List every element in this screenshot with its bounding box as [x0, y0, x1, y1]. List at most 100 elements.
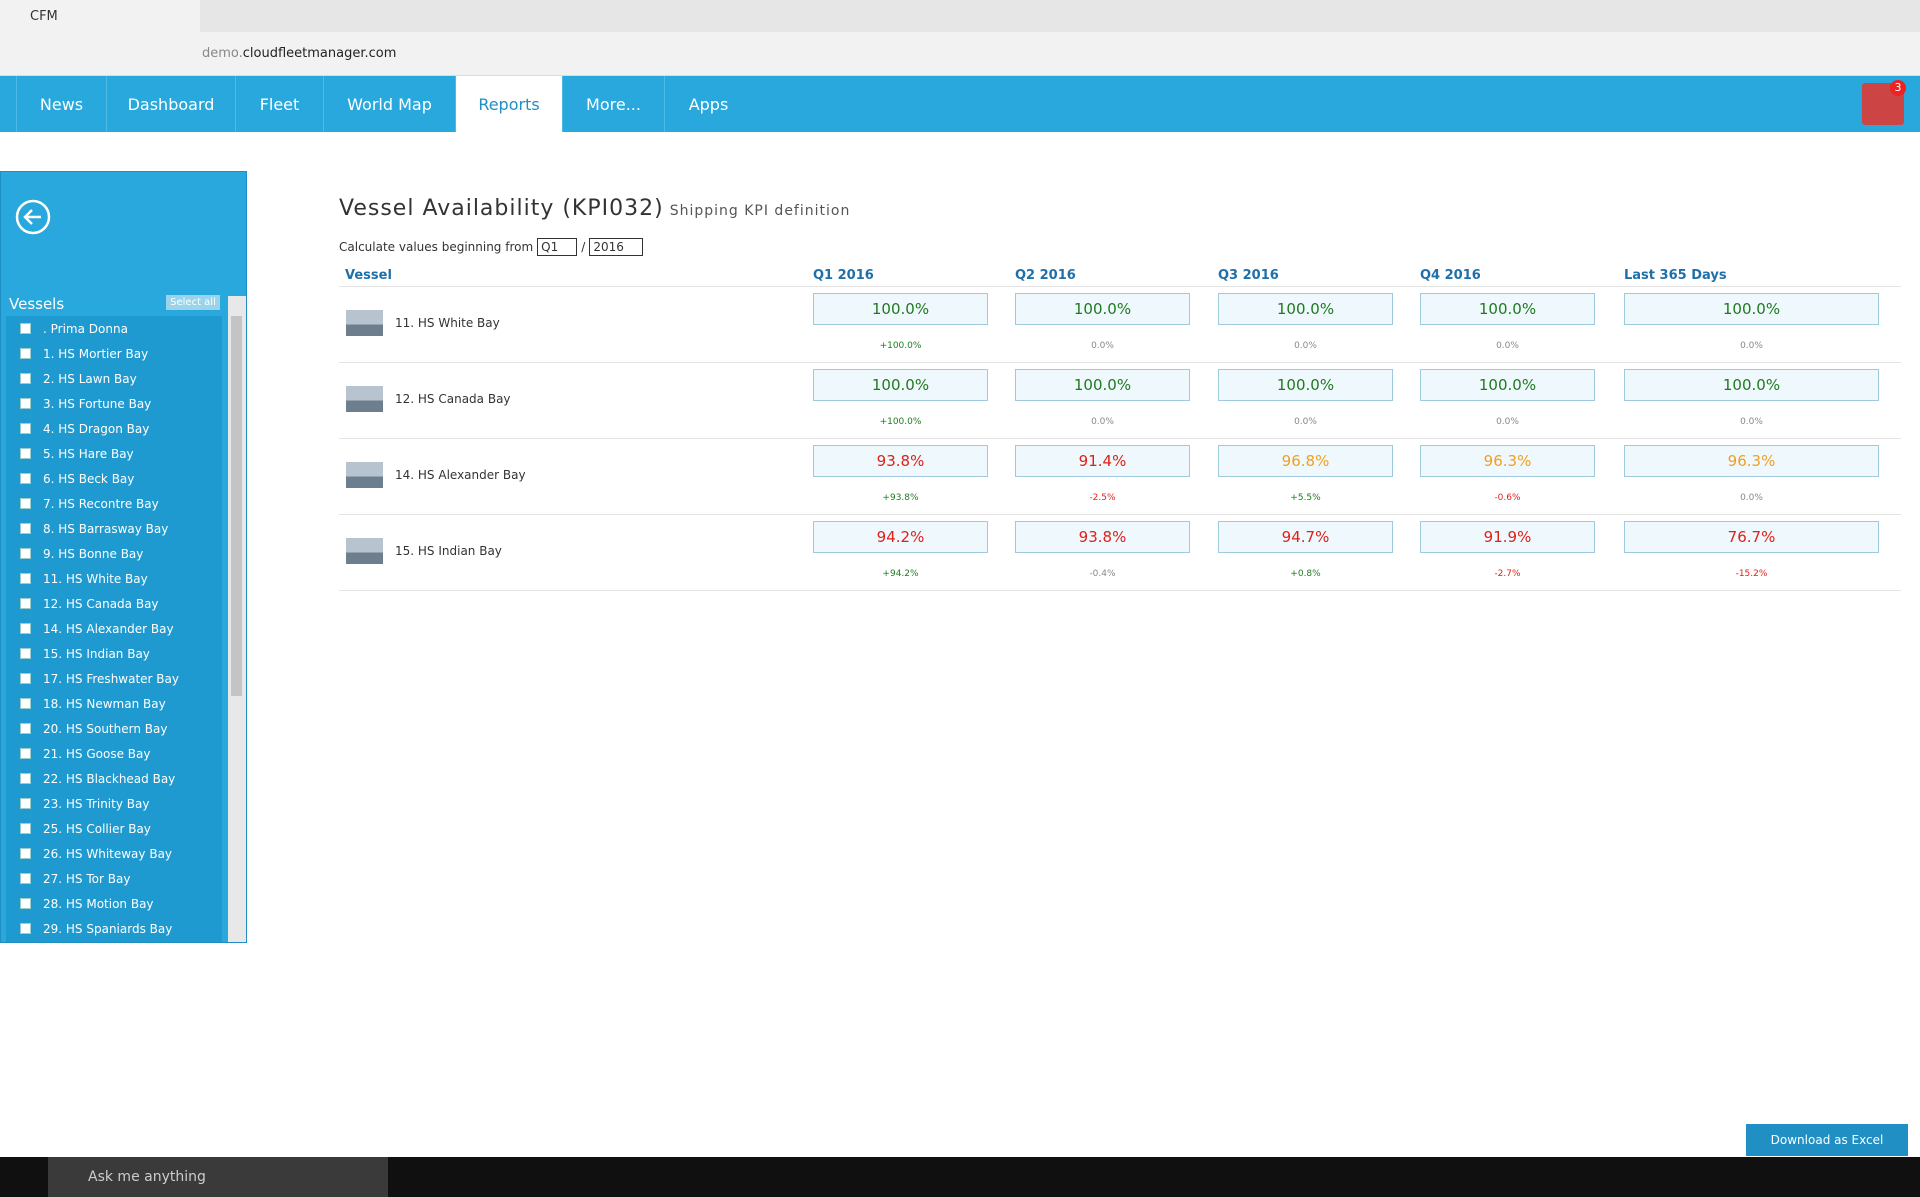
vessel-item[interactable]: 7. HS Recontre Bay — [20, 491, 159, 516]
vessel-item[interactable]: 14. HS Alexander Bay — [20, 616, 174, 641]
vessel-item[interactable]: 22. HS Blackhead Bay — [20, 766, 175, 791]
browser-tab[interactable]: CFM — [0, 0, 200, 32]
checkbox[interactable] — [20, 773, 31, 784]
vessel-name: 23. HS Trinity Bay — [43, 796, 150, 811]
vessel-item[interactable]: 2. HS Lawn Bay — [20, 366, 137, 391]
back-button[interactable] — [14, 198, 52, 236]
kpi-delta: +5.5% — [1290, 493, 1321, 503]
kpi-delta: -0.4% — [1089, 569, 1116, 579]
vessel-name: 3. HS Fortune Bay — [43, 396, 152, 411]
vessel-item[interactable]: 12. HS Canada Bay — [20, 591, 159, 616]
vessel-item[interactable]: 8. HS Barrasway Bay — [20, 516, 168, 541]
kpi-value: 100.0% — [1624, 369, 1879, 401]
vessel-name: 9. HS Bonne Bay — [43, 546, 144, 561]
kpi-value: 91.9% — [1420, 521, 1595, 553]
nav-item[interactable]: World Map — [323, 76, 455, 132]
vessel-item[interactable]: 5. HS Hare Bay — [20, 441, 134, 466]
column-header: Q4 2016 — [1420, 268, 1481, 283]
vessel-item[interactable]: 21. HS Goose Bay — [20, 741, 150, 766]
vessel-item[interactable]: 18. HS Newman Bay — [20, 691, 166, 716]
checkbox[interactable] — [20, 673, 31, 684]
vessel-name: 14. HS Alexander Bay — [43, 621, 174, 636]
nav-item[interactable]: More... — [562, 76, 664, 132]
vessel-item[interactable]: 9. HS Bonne Bay — [20, 541, 143, 566]
vessel-name: 27. HS Tor Bay — [43, 871, 131, 886]
vessel-item[interactable]: 26. HS Whiteway Bay — [20, 841, 172, 866]
kpi-delta: +93.8% — [882, 493, 919, 503]
kpi-value: 100.0% — [813, 369, 988, 401]
checkbox[interactable] — [20, 648, 31, 659]
checkbox[interactable] — [20, 448, 31, 459]
vessel-item[interactable]: 6. HS Beck Bay — [20, 466, 134, 491]
checkbox[interactable] — [20, 623, 31, 634]
vessel-item[interactable]: 25. HS Collier Bay — [20, 816, 151, 841]
checkbox[interactable] — [20, 323, 31, 334]
checkbox[interactable] — [20, 398, 31, 409]
vessel-name: 20. HS Southern Bay — [43, 721, 168, 736]
nav-item[interactable]: Fleet — [235, 76, 323, 132]
kpi-delta: -15.2% — [1735, 569, 1768, 579]
header-rule — [339, 286, 1901, 287]
vessel-thumbnail — [346, 538, 383, 564]
vessel-item[interactable]: 11. HS White Bay — [20, 566, 148, 591]
checkbox[interactable] — [20, 723, 31, 734]
vessel-item[interactable]: 29. HS Spaniards Bay — [20, 916, 172, 941]
url[interactable]: demo.cloudfleetmanager.com — [202, 46, 396, 61]
vessel-item[interactable]: 17. HS Freshwater Bay — [20, 666, 179, 691]
checkbox[interactable] — [20, 748, 31, 759]
vessel-item[interactable]: 3. HS Fortune Bay — [20, 391, 151, 416]
checkbox[interactable] — [20, 848, 31, 859]
kpi-value: 76.7% — [1624, 521, 1879, 553]
checkbox[interactable] — [20, 898, 31, 909]
nav-item[interactable]: Apps — [664, 76, 752, 132]
select-all-button[interactable]: Select all — [166, 295, 220, 310]
checkbox[interactable] — [20, 498, 31, 509]
vessel-item[interactable]: 15. HS Indian Bay — [20, 641, 150, 666]
vessel-item[interactable]: 20. HS Southern Bay — [20, 716, 167, 741]
year-select[interactable]: 2016 — [589, 238, 643, 256]
checkbox[interactable] — [20, 698, 31, 709]
subtitle[interactable]: Shipping KPI definition — [669, 203, 851, 219]
scroll-thumb[interactable] — [231, 316, 242, 696]
vessel-item[interactable]: 1. HS Mortier Bay — [20, 341, 148, 366]
checkbox[interactable] — [20, 423, 31, 434]
checkbox[interactable] — [20, 573, 31, 584]
download-button[interactable]: Download as Excel — [1746, 1124, 1908, 1156]
vessel-thumbnail — [346, 386, 383, 412]
checkbox[interactable] — [20, 548, 31, 559]
vessel-item[interactable]: . Prima Donna — [20, 316, 128, 341]
taskbar-search[interactable]: Ask me anything — [48, 1157, 388, 1197]
checkbox[interactable] — [20, 873, 31, 884]
vessel-name: 21. HS Goose Bay — [43, 746, 151, 761]
vessel-name: 15. HS Indian Bay — [43, 646, 150, 661]
kpi-value: 96.8% — [1218, 445, 1393, 477]
checkbox[interactable] — [20, 923, 31, 934]
vessel-name: 28. HS Motion Bay — [43, 896, 154, 911]
kpi-value: 94.7% — [1218, 521, 1393, 553]
quarter-select[interactable]: Q1 — [537, 238, 578, 256]
checkbox[interactable] — [20, 823, 31, 834]
table-row: 15. HS Indian Bay 94.2% +94.2% 93.8% -0.4% 94… — [339, 515, 1901, 591]
checkbox[interactable] — [20, 348, 31, 359]
checkbox[interactable] — [20, 798, 31, 809]
vessel-name: 11. HS White Bay — [43, 571, 148, 586]
column-header: Last 365 Days — [1624, 268, 1727, 283]
title-text: Vessel Availability (KPI032) — [339, 196, 664, 221]
vessel-item[interactable]: 28. HS Motion Bay — [20, 891, 154, 916]
nav-item[interactable]: Reports — [455, 76, 562, 132]
checkbox[interactable] — [20, 598, 31, 609]
kpi-value: 93.8% — [1015, 521, 1190, 553]
kpi-value: 100.0% — [813, 293, 988, 325]
checkbox[interactable] — [20, 473, 31, 484]
vessel-item[interactable]: 23. HS Trinity Bay — [20, 791, 149, 816]
checkbox[interactable] — [20, 373, 31, 384]
vessel-item[interactable]: 27. HS Tor Bay — [20, 866, 130, 891]
checkbox[interactable] — [20, 523, 31, 534]
table-row: 14. HS Alexander Bay 93.8% +93.8% 91.4% -2.5… — [339, 439, 1901, 515]
kpi-value: 100.0% — [1015, 369, 1190, 401]
nav-item[interactable]: News — [16, 76, 106, 132]
nav-item[interactable]: Dashboard — [106, 76, 235, 132]
kpi-value: 100.0% — [1420, 369, 1595, 401]
kpi-delta: 0.0% — [1294, 341, 1317, 351]
vessel-item[interactable]: 4. HS Dragon Bay — [20, 416, 149, 441]
